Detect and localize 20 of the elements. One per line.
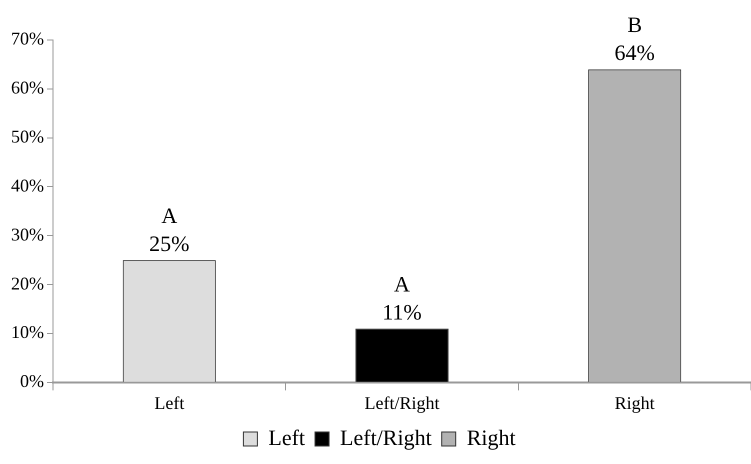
data-label: 11% — [382, 299, 422, 324]
x-tick-label: Left/Right — [364, 392, 440, 413]
data-label: 25% — [149, 230, 190, 256]
y-tick-label: 0% — [20, 371, 44, 392]
legend-label: Left/Right — [340, 424, 432, 450]
annotation: A — [161, 202, 178, 228]
legend-label: Right — [466, 424, 516, 450]
annotation: A — [394, 271, 410, 296]
annotation: B — [627, 12, 642, 38]
y-tick-label: 20% — [10, 273, 44, 294]
y-tick-label: 70% — [10, 28, 44, 49]
x-tick-label: Right — [614, 392, 655, 413]
y-tick-label: 30% — [10, 224, 44, 244]
y-tick-label: 10% — [10, 322, 44, 342]
y-tick-label: 50% — [10, 126, 44, 147]
y-tick-label: 60% — [10, 78, 44, 98]
x-tick-label: Left — [154, 392, 184, 413]
legend-label: Left — [268, 424, 306, 450]
y-tick-label: 40% — [10, 175, 44, 196]
data-label: 64% — [614, 40, 655, 66]
